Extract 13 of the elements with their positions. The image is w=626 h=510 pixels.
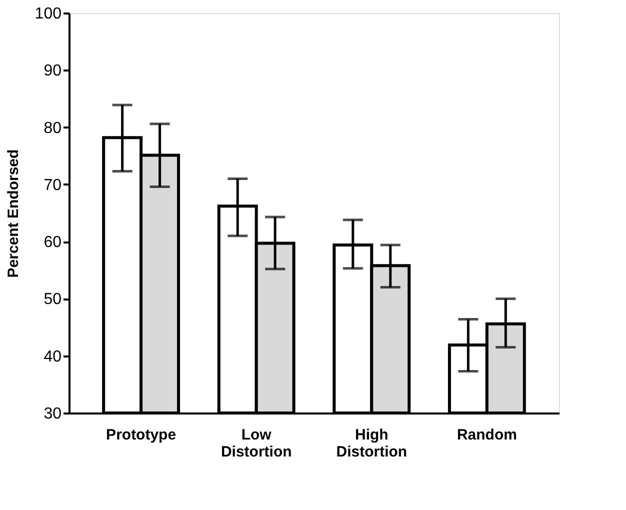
y-tick-label: 100	[34, 6, 62, 22]
x-tick-label: Prototype	[106, 426, 176, 444]
y-tick-label: 70	[44, 176, 62, 194]
y-tick-label: 30	[44, 406, 62, 422]
x-tick-label: High Distortion	[336, 426, 408, 460]
y-axis-title: Percent Endorsed	[4, 149, 22, 278]
y-tick-label: 60	[44, 234, 62, 252]
y-tick-label: 90	[44, 62, 62, 80]
x-tick-label: Random	[456, 426, 517, 444]
y-tick-label: 80	[44, 120, 62, 137]
y-tick-label: 40	[44, 348, 62, 366]
x-tick-label: Low Distortion	[220, 426, 292, 460]
y-tick-label: 50	[44, 291, 62, 308]
